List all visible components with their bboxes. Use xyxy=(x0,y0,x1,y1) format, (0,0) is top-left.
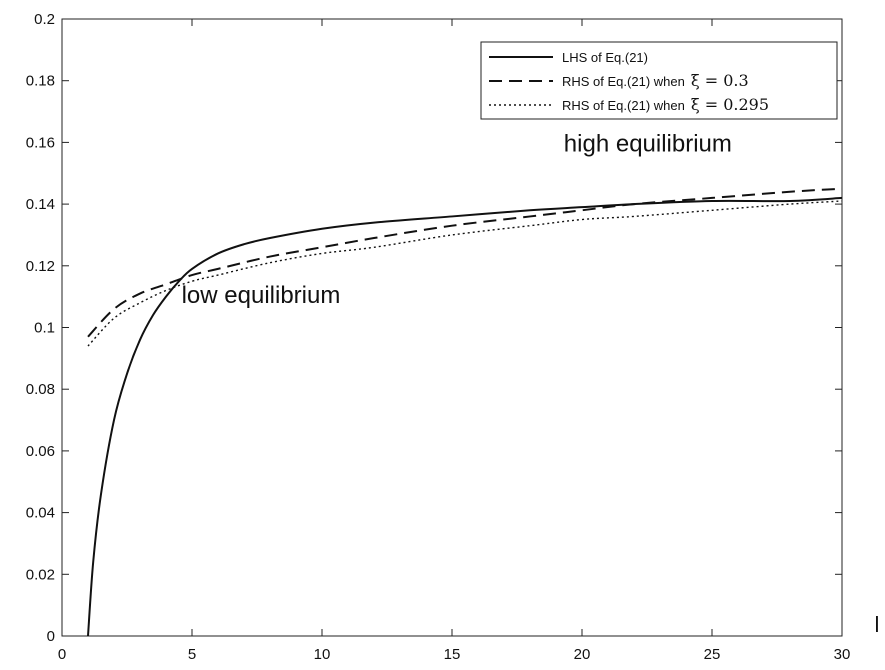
y-tick-label: 0.1 xyxy=(34,320,55,337)
y-tick-label: 0.02 xyxy=(26,566,55,583)
legend: LHS of Eq.(21) RHS of Eq.(21) when ξ = 0.3… xyxy=(480,41,838,120)
y-tick-label: 0.04 xyxy=(26,505,55,522)
x-tick-label: 30 xyxy=(834,646,851,663)
x-axis: 0 5 10 15 20 25 30 xyxy=(58,19,851,663)
annotations: high equilibrium low equilibrium xyxy=(182,131,732,309)
legend-label-2: RHS of Eq.(21) when xyxy=(562,74,685,89)
y-tick-label: 0.06 xyxy=(26,443,55,460)
y-tick-label: 0.14 xyxy=(26,196,55,213)
series-line-1 xyxy=(87,196,843,637)
x-tick-label: 15 xyxy=(444,646,461,663)
x-axis-label: l xyxy=(875,612,880,637)
legend-math-3: ξ = 0.295 xyxy=(691,95,769,114)
series-line-2 xyxy=(87,187,843,338)
x-tick-label: 25 xyxy=(704,646,721,663)
x-tick-label: 5 xyxy=(188,646,196,663)
legend-label-1: LHS of Eq.(21) xyxy=(562,50,648,65)
y-tick-label: 0.12 xyxy=(26,258,55,275)
annotation-label: high equilibrium xyxy=(564,131,732,158)
y-axis: 0 0.02 0.04 0.06 0.08 0.1 0.12 0.14 0.16 0.18 0.2 xyxy=(26,11,842,645)
legend-label-3: RHS of Eq.(21) when xyxy=(562,98,685,113)
y-tick-label: 0.16 xyxy=(26,134,55,151)
series-line-3 xyxy=(87,200,843,347)
y-tick-label: 0.18 xyxy=(26,73,55,90)
x-tick-label: 20 xyxy=(574,646,591,663)
series-layer xyxy=(87,187,843,637)
y-tick-label: 0 xyxy=(47,628,55,645)
y-tick-label: 0.08 xyxy=(26,381,55,398)
x-tick-label: 10 xyxy=(314,646,331,663)
legend-math-2: ξ = 0.3 xyxy=(691,71,749,90)
y-tick-label: 0.2 xyxy=(34,11,55,28)
annotation-label: low equilibrium xyxy=(182,282,341,309)
x-tick-label: 0 xyxy=(58,646,66,663)
